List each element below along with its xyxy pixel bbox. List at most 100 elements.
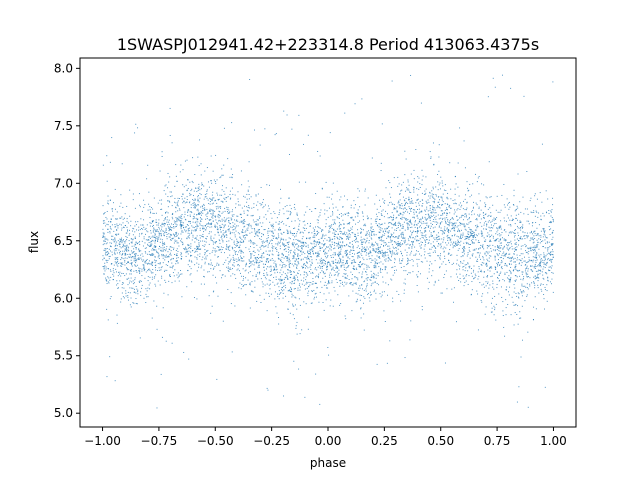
data-point — [445, 212, 447, 214]
data-point — [111, 263, 113, 265]
data-point — [190, 245, 192, 247]
data-point — [140, 294, 142, 296]
data-point — [533, 281, 535, 283]
data-point — [142, 255, 144, 257]
data-point — [455, 273, 457, 275]
data-point — [511, 257, 513, 259]
data-point — [450, 218, 452, 220]
data-point — [219, 211, 221, 213]
data-point — [519, 317, 521, 319]
data-point — [391, 212, 393, 214]
data-point — [355, 239, 357, 241]
data-point — [132, 283, 134, 285]
data-point — [540, 270, 542, 272]
data-point — [386, 231, 388, 233]
data-point — [103, 249, 105, 251]
data-point — [311, 232, 313, 234]
data-point — [174, 253, 176, 255]
data-point — [116, 264, 118, 266]
data-point — [293, 288, 295, 290]
data-point — [232, 229, 234, 231]
data-point — [189, 216, 191, 218]
data-point — [155, 264, 157, 266]
data-point — [493, 314, 495, 316]
data-point — [353, 261, 355, 263]
data-point — [291, 289, 293, 291]
data-point — [127, 222, 129, 224]
data-point — [456, 259, 458, 261]
data-point — [152, 240, 154, 242]
data-point — [338, 251, 340, 253]
data-point — [192, 204, 194, 206]
data-point — [396, 252, 398, 254]
data-point — [483, 216, 485, 218]
data-point — [429, 191, 431, 193]
data-point — [239, 233, 241, 235]
data-point — [376, 216, 378, 218]
data-point — [264, 284, 266, 286]
data-point — [406, 264, 408, 266]
data-point — [128, 277, 130, 279]
data-point — [252, 243, 254, 245]
data-point — [378, 238, 380, 240]
data-point — [461, 234, 463, 236]
data-point — [403, 289, 405, 291]
data-point — [492, 286, 494, 288]
data-point — [153, 277, 155, 279]
data-point — [400, 262, 402, 264]
data-point — [409, 272, 411, 274]
data-point — [232, 248, 234, 250]
data-point — [532, 319, 534, 321]
data-point — [432, 205, 434, 207]
data-point — [165, 248, 167, 250]
data-point — [471, 211, 473, 213]
data-point — [401, 205, 403, 207]
data-point — [423, 235, 425, 237]
data-point — [223, 227, 225, 229]
data-point — [266, 238, 268, 240]
data-point — [545, 211, 547, 213]
data-point — [502, 258, 504, 260]
data-point — [114, 224, 116, 226]
data-point — [511, 245, 513, 247]
data-point — [421, 305, 423, 307]
data-point — [357, 232, 359, 234]
data-point — [417, 228, 419, 230]
data-point — [179, 209, 181, 211]
data-point — [501, 242, 503, 244]
data-point — [138, 250, 140, 252]
data-point — [211, 264, 213, 266]
data-point — [225, 230, 227, 232]
data-point — [162, 250, 164, 252]
data-point — [489, 227, 491, 229]
data-point — [466, 223, 468, 225]
data-point — [483, 262, 485, 264]
data-point — [403, 199, 405, 201]
data-point — [326, 266, 328, 268]
data-point — [233, 262, 235, 264]
data-point — [331, 238, 333, 240]
data-point — [257, 231, 259, 233]
data-point — [417, 194, 419, 196]
data-point — [196, 225, 198, 227]
data-point — [463, 260, 465, 262]
data-point — [157, 252, 159, 254]
data-point — [207, 271, 209, 273]
data-point — [479, 252, 481, 254]
data-point — [515, 208, 517, 210]
data-point — [368, 240, 370, 242]
data-point — [478, 215, 480, 217]
data-point — [422, 203, 424, 205]
data-point — [317, 277, 319, 279]
data-point — [261, 257, 263, 259]
data-point — [483, 184, 485, 186]
data-point — [194, 237, 196, 239]
data-point — [348, 238, 350, 240]
data-point — [236, 243, 238, 245]
data-point — [229, 231, 231, 233]
data-point — [305, 242, 307, 244]
data-point — [384, 321, 386, 323]
data-point — [263, 266, 265, 268]
data-point — [364, 248, 365, 250]
data-point — [510, 263, 512, 265]
